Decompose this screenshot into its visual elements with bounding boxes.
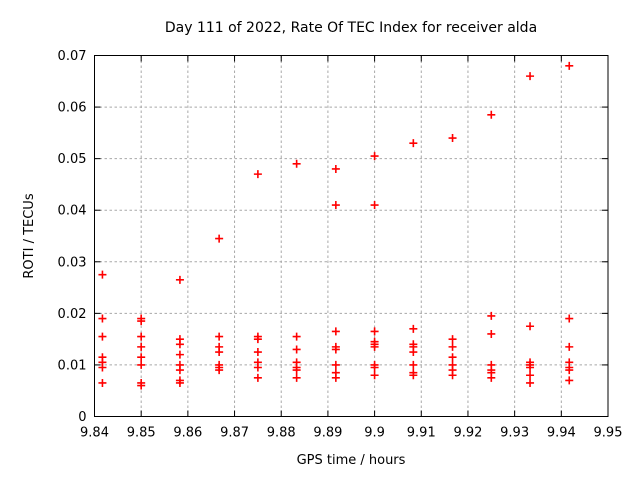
data-point-marker	[253, 170, 262, 179]
data-point-marker	[253, 348, 262, 357]
y-axis-label: ROTI / TECUs	[22, 193, 37, 278]
data-point-marker	[487, 311, 496, 320]
data-point-marker	[137, 332, 146, 341]
data-point-marker	[526, 322, 535, 331]
data-point-marker	[526, 72, 535, 81]
x-tick-label: 9.86	[173, 426, 202, 441]
y-tick-label: 0.03	[58, 255, 87, 270]
data-point-marker	[331, 360, 340, 369]
data-point-marker	[370, 371, 379, 380]
data-point-marker	[487, 373, 496, 382]
data-point-marker	[292, 366, 301, 375]
data-point-marker	[98, 314, 107, 323]
tick-label-layer: 9.84 9.85 9.86 9.87 9.88 9.89 9.9 9.91 9.92 9.93 9…	[58, 49, 623, 441]
data-point-marker	[137, 342, 146, 351]
data-point-marker	[331, 201, 340, 210]
data-point-marker	[98, 378, 107, 387]
data-point-marker	[409, 348, 418, 357]
data-point-marker	[409, 324, 418, 333]
y-tick-label: 0.04	[58, 204, 87, 219]
y-tick-label: 0.01	[58, 358, 87, 373]
data-point-marker	[331, 373, 340, 382]
data-point-marker	[175, 378, 184, 387]
data-point-marker	[565, 366, 574, 375]
data-point-marker	[448, 342, 457, 351]
data-point-marker	[253, 335, 262, 344]
data-point-marker	[292, 345, 301, 354]
data-point-marker	[292, 332, 301, 341]
x-tick-label: 9.92	[453, 426, 482, 441]
data-point-marker	[409, 371, 418, 380]
data-point-marker	[253, 373, 262, 382]
data-point-marker	[370, 152, 379, 161]
data-point-marker	[448, 335, 457, 344]
data-point-marker	[292, 373, 301, 382]
data-point-marker	[331, 164, 340, 173]
y-tick-label: 0	[78, 410, 86, 425]
x-tick-label: 9.88	[267, 426, 296, 441]
x-tick-label: 9.95	[594, 426, 623, 441]
data-points-layer	[98, 61, 574, 390]
data-point-marker	[526, 378, 535, 387]
x-tick-label: 9.87	[220, 426, 249, 441]
y-tick-label: 0.02	[58, 307, 87, 322]
data-point-marker	[487, 329, 496, 338]
chart-title: Day 111 of 2022, Rate Of TEC Index for r…	[165, 20, 537, 36]
data-point-marker	[409, 360, 418, 369]
data-point-marker	[98, 363, 107, 372]
data-point-marker	[370, 342, 379, 351]
data-point-marker	[98, 270, 107, 279]
data-point-marker	[215, 332, 224, 341]
data-point-marker	[370, 363, 379, 372]
x-tick-label: 9.84	[80, 426, 109, 441]
x-tick-label: 9.91	[407, 426, 436, 441]
data-point-marker	[137, 317, 146, 326]
data-point-marker	[137, 381, 146, 390]
data-point-marker	[487, 110, 496, 119]
data-point-marker	[409, 139, 418, 148]
data-point-marker	[370, 327, 379, 336]
x-tick-label: 9.89	[313, 426, 342, 441]
data-point-marker	[565, 342, 574, 351]
data-point-marker	[215, 366, 224, 375]
data-point-marker	[565, 61, 574, 70]
data-point-marker	[215, 348, 224, 357]
data-point-marker	[175, 275, 184, 284]
data-point-marker	[175, 366, 184, 375]
x-tick-label: 9.9	[364, 426, 385, 441]
x-axis-label: GPS time / hours	[297, 453, 406, 468]
data-point-marker	[331, 345, 340, 354]
data-point-marker	[448, 134, 457, 143]
data-point-marker	[292, 159, 301, 168]
y-tick-label: 0.07	[58, 49, 87, 64]
x-tick-label: 9.94	[547, 426, 576, 441]
data-point-marker	[215, 234, 224, 243]
data-point-marker	[137, 353, 146, 362]
data-point-marker	[331, 327, 340, 336]
data-point-marker	[565, 314, 574, 323]
y-tick-label: 0.05	[58, 152, 87, 167]
data-point-marker	[175, 340, 184, 349]
y-tick-label: 0.06	[58, 101, 87, 116]
data-point-marker	[526, 363, 535, 372]
data-point-marker	[253, 363, 262, 372]
data-point-marker	[137, 360, 146, 369]
x-tick-label: 9.85	[127, 426, 156, 441]
x-tick-label: 9.93	[500, 426, 529, 441]
plot-border	[94, 55, 609, 417]
data-point-marker	[526, 371, 535, 380]
data-point-marker	[448, 353, 457, 362]
data-point-marker	[565, 376, 574, 385]
data-point-marker	[175, 350, 184, 359]
data-point-marker	[370, 201, 379, 210]
data-point-marker	[98, 332, 107, 341]
data-point-marker	[448, 371, 457, 380]
